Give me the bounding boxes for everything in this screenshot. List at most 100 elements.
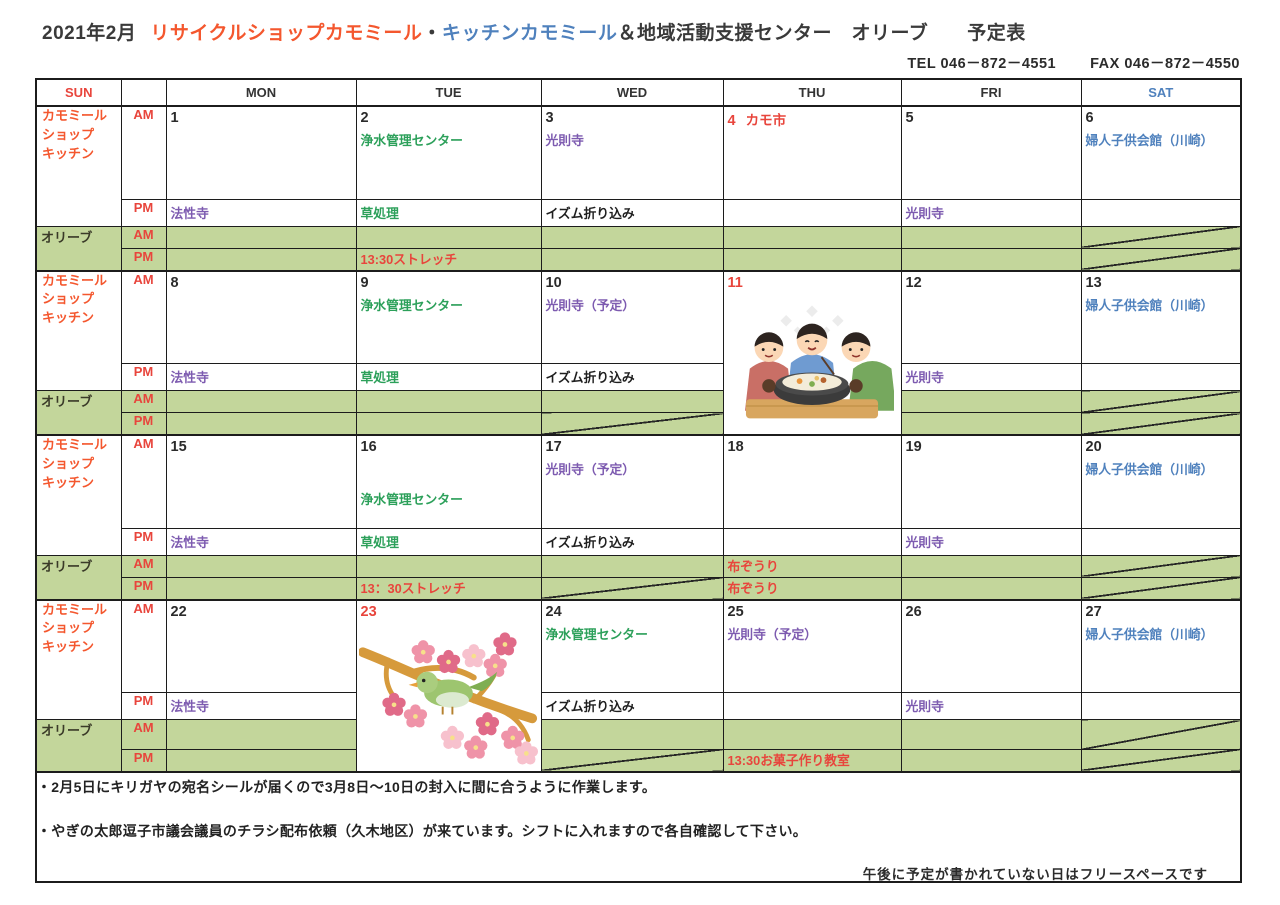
- olive-row-label: オリーブ: [35, 554, 122, 600]
- olive-row-label: オリーブ: [35, 225, 122, 271]
- day-number: 25: [727, 603, 744, 620]
- day-cell-12-pm: 光則寺: [900, 363, 1082, 391]
- title-separator: ・: [422, 23, 442, 44]
- olive-am-cell-day-16: [355, 554, 542, 578]
- am-event: 浄水管理センター: [360, 492, 463, 507]
- day-cell-16-pm: 草処理: [355, 527, 542, 556]
- day-number: 18: [727, 439, 744, 455]
- title-month: 2021年2月: [42, 23, 137, 44]
- day-number-line: 20: [1082, 437, 1240, 456]
- day-number: 3: [545, 110, 554, 126]
- olive-row-label: オリーブ: [35, 719, 122, 772]
- pm-event: 光則寺: [905, 534, 944, 550]
- day-number: 24: [545, 603, 562, 620]
- olive-pm-cell-day-8: [165, 412, 357, 436]
- day-cell-2-pm: 草処理: [355, 198, 542, 227]
- pm-event: イズム折り込み: [545, 534, 635, 550]
- day-number: 26: [905, 603, 922, 620]
- shop-am-label: AM: [120, 105, 167, 200]
- pm-event: イズム折り込み: [545, 370, 635, 385]
- week-3-shop-pm-row: PM 法性寺 草処理 イズム折り込み 光則寺: [36, 527, 1242, 556]
- weekday-header-tue: TUE: [355, 78, 542, 107]
- day-number: 16: [360, 439, 377, 455]
- holiday-cell-day-11: 11: [722, 269, 902, 436]
- day-cell-8-am: 8: [165, 269, 357, 364]
- shop-label-line: キッチン: [42, 145, 95, 161]
- olive-am-cell-day-6: [1080, 225, 1242, 249]
- olive-am-cell-day-22: [165, 719, 357, 750]
- shop-label-line: キッチン: [42, 474, 95, 490]
- olive-am-cell-day-1: [165, 225, 357, 249]
- title-rest: ＆地域活動支援センター オリーブ 予定表: [617, 23, 1026, 44]
- olive-pm-cell-day-27: [1080, 748, 1242, 772]
- day-number-line: 18: [724, 437, 900, 456]
- day-number: 1: [170, 110, 179, 126]
- week-2-olive-am-row: オリーブ AM: [35, 390, 1242, 436]
- day-cell-27-am: 27 婦人子供会館（川崎）: [1080, 598, 1242, 693]
- olive-am-cell-day-3: [540, 225, 724, 249]
- day-number-line: 23: [357, 602, 540, 621]
- olive-pm-cell-day-19: [900, 576, 1082, 600]
- day-number: 8: [170, 274, 179, 291]
- weekday-header-wed: WED: [540, 78, 724, 107]
- olive-pm-cell-day-12: [900, 412, 1082, 436]
- olive-pm-event: 13：30ストレッチ: [360, 580, 466, 596]
- day-number: 20: [1085, 439, 1102, 455]
- day-number-line: 4 カモ市: [724, 108, 900, 130]
- day-cell-18-pm: [722, 527, 902, 556]
- week-1-olive-am-row: オリーブ AM: [35, 225, 1242, 271]
- olive-pm-cell-day-6: [1080, 247, 1242, 271]
- day-cell-13-pm: [1080, 363, 1242, 391]
- weekday-header-sat: SAT: [1080, 78, 1242, 107]
- day-cell-19-am: 19: [900, 434, 1082, 529]
- day-number: 27: [1085, 603, 1102, 620]
- notes-row: ・2月5日にキリガヤの宛名シールが届くので3月8日～10日の封入に間に合うように…: [35, 770, 1242, 882]
- pm-event: 草処理: [360, 205, 399, 221]
- day-number: 6: [1085, 110, 1094, 126]
- olive-am-cell-day-17: [540, 554, 724, 578]
- day-cell-20-pm: [1080, 527, 1242, 556]
- day-cell-25-pm: [722, 692, 902, 720]
- olive-am-cell-day-13: [1080, 390, 1242, 413]
- day-cell-5-pm: 光則寺: [900, 198, 1082, 227]
- day-number: 12: [905, 274, 922, 291]
- pm-event: 光則寺: [905, 699, 944, 714]
- day-number-line: 26: [902, 602, 1080, 621]
- day-cell-8-pm: 法性寺: [165, 363, 357, 391]
- day-number-line: 17: [542, 437, 722, 456]
- day-number-line: 16: [357, 437, 540, 456]
- shop-label-line: キッチン: [42, 639, 95, 655]
- olive-am-label: AM: [120, 390, 167, 413]
- pm-event: 光則寺: [905, 205, 944, 221]
- olive-pm-label: PM: [120, 412, 167, 436]
- olive-pm-event: 布ぞうり: [727, 580, 779, 596]
- shop-label-line: ショップ: [42, 291, 95, 307]
- week-3-shop-am-row: カモミール ショップ キッチン AM 15 16 浄水管理センター 17 光則寺（予定） 18 19…: [35, 434, 1242, 556]
- shop-row-label: カモミール ショップ キッチン: [35, 269, 122, 391]
- olive-am-cell-day-27: [1080, 719, 1242, 750]
- am-event: 浄水管理センター: [545, 626, 648, 642]
- shop-pm-label: PM: [120, 363, 167, 391]
- week-4-shop-pm-row: PM 法性寺 イズム折り込み 光則寺: [36, 692, 1242, 720]
- title-shop1: リサイクルショップカモミール: [150, 23, 423, 44]
- pm-event: 草処理: [360, 370, 399, 385]
- week-2-shop-pm-row: PM 法性寺 草処理 イズム折り込み 光則寺: [36, 363, 1242, 391]
- day-cell-6-pm: [1080, 198, 1242, 227]
- day-cell-5-am: 5: [900, 105, 1082, 200]
- weekday-header-thu: THU: [722, 78, 902, 107]
- day-cell-18-am: 18: [722, 434, 902, 529]
- olive-am-cell-day-8: [165, 390, 357, 413]
- olive-pm-event: 13:30ストレッチ: [360, 251, 458, 267]
- pm-event: 法性寺: [170, 205, 209, 221]
- day-number-line: 6: [1082, 108, 1240, 127]
- olive-am-event: 布ぞうり: [727, 558, 779, 574]
- pm-event: イズム折り込み: [545, 205, 635, 221]
- am-event: 婦人子供会館（川崎）: [1085, 626, 1214, 642]
- olive-am-cell-day-25: [722, 719, 902, 750]
- day-number-line: 10: [542, 273, 722, 292]
- day-cell-6-am: 6 婦人子供会館（川崎）: [1080, 105, 1242, 200]
- shop-label-line: カモミール: [42, 108, 108, 123]
- day-cell-22-am: 22: [165, 598, 357, 693]
- day-cell-10-am: 10 光則寺（予定）: [540, 269, 724, 364]
